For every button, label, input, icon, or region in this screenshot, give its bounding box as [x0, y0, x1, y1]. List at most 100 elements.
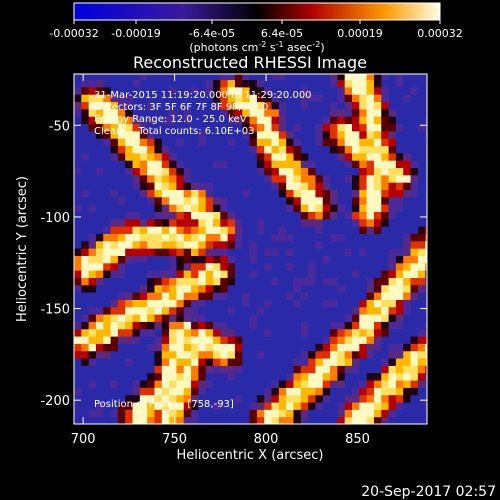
heatmap-cell: [74, 336, 82, 344]
heatmap-cell: [256, 182, 265, 191]
heatmap-cell: [205, 248, 214, 256]
heatmap-cell: [359, 402, 368, 410]
heatmap-cell: [286, 226, 295, 234]
heatmap-cell: [234, 328, 243, 337]
heatmap-cell: [352, 284, 360, 293]
heatmap-cell: [242, 284, 251, 293]
heatmap-cell: [161, 94, 170, 103]
heatmap-cell: [147, 130, 156, 139]
heatmap-cell: [103, 101, 112, 110]
heatmap-cell: [205, 152, 214, 161]
heatmap-cell: [81, 79, 90, 88]
heatmap-cell: [198, 204, 207, 212]
heatmap-cell: [308, 145, 317, 154]
heatmap-cell: [88, 299, 97, 308]
heatmap-cell: [139, 152, 148, 161]
heatmap-cell: [286, 130, 295, 139]
heatmap-cell: [198, 145, 207, 154]
heatmap-cell: [293, 182, 302, 191]
heatmap-cell: [322, 182, 331, 191]
heatmap-cell: [132, 152, 141, 161]
heatmap-cell: [176, 328, 185, 337]
heatmap-cell: [132, 387, 141, 396]
heatmap-cell: [125, 336, 134, 344]
heatmap-cell: [381, 86, 390, 95]
heatmap-cell: [322, 174, 331, 183]
heatmap-cell: [110, 182, 119, 191]
heatmap-cell: [286, 358, 295, 366]
heatmap-cell: [359, 284, 368, 293]
heatmap-cell: [242, 409, 251, 418]
heatmap-cell: [110, 108, 119, 117]
heatmap-cell: [395, 123, 404, 132]
heatmap-cell: [403, 343, 412, 352]
heatmap-cell: [249, 211, 258, 220]
heatmap-cell: [147, 189, 156, 198]
heatmap-cell: [322, 204, 331, 212]
heatmap-cell: [366, 233, 375, 242]
heatmap-cell: [147, 204, 156, 212]
heatmap-cell: [198, 152, 207, 161]
heatmap-cell: [176, 277, 185, 286]
heatmap-cell: [74, 248, 82, 256]
heatmap-cell: [256, 299, 265, 308]
heatmap-cell: [139, 94, 148, 103]
heatmap-cell: [103, 218, 112, 227]
heatmap-cell: [95, 262, 104, 271]
heatmap-cell: [139, 226, 148, 234]
heatmap-cell: [220, 204, 229, 212]
heatmap-cell: [286, 292, 295, 300]
heatmap-cell: [308, 204, 317, 212]
heatmap-cell: [132, 167, 141, 176]
heatmap-cell: [81, 343, 90, 352]
heatmap-cell: [410, 86, 419, 95]
heatmap-cell: [344, 79, 353, 88]
heatmap-cell: [198, 270, 207, 278]
heatmap-cell: [191, 365, 200, 374]
heatmap-cell: [278, 248, 287, 256]
heatmap-cell: [249, 343, 258, 352]
heatmap-cell: [213, 387, 221, 396]
heatmap-cell: [95, 394, 104, 403]
heatmap-cell: [256, 116, 265, 125]
heatmap-cell: [293, 387, 302, 396]
heatmap-cell: [388, 116, 397, 125]
heatmap-cell: [242, 314, 251, 322]
heatmap-cell: [373, 145, 382, 154]
heatmap-cell: [169, 211, 178, 220]
heatmap-cell: [381, 123, 390, 132]
heatmap-cell: [249, 402, 258, 410]
heatmap-cell: [410, 138, 419, 147]
heatmap-cell: [183, 240, 192, 249]
heatmap-cell: [161, 123, 170, 132]
heatmap-cell: [183, 306, 192, 315]
heatmap-cell: [337, 116, 346, 125]
heatmap-cell: [198, 314, 207, 322]
heatmap-cell: [352, 255, 360, 264]
heatmap-cell: [110, 314, 119, 322]
heatmap-cell: [388, 270, 397, 278]
heatmap-cell: [234, 94, 243, 103]
heatmap-cell: [308, 174, 317, 183]
heatmap-cell: [125, 233, 134, 242]
heatmap-cell: [154, 277, 163, 286]
heatmap-cell: [117, 130, 126, 139]
heatmap-cell: [366, 101, 375, 110]
heatmap-cell: [161, 365, 170, 374]
heatmap-cell: [308, 358, 317, 366]
heatmap-cell: [191, 211, 200, 220]
heatmap-cell: [264, 358, 273, 366]
heatmap-cell: [234, 130, 243, 139]
heatmap-cell: [198, 336, 207, 344]
heatmap-cell: [256, 152, 265, 161]
heatmap-cell: [359, 262, 368, 271]
heatmap-cell: [183, 409, 192, 418]
heatmap-cell: [388, 394, 397, 403]
heatmap-cell: [169, 416, 178, 424]
heatmap-cell: [264, 174, 273, 183]
heatmap-cell: [227, 292, 236, 300]
heatmap-cell: [330, 226, 339, 234]
heatmap-cell: [139, 328, 148, 337]
heatmap-cell: [359, 211, 368, 220]
heatmap-cell: [110, 218, 119, 227]
